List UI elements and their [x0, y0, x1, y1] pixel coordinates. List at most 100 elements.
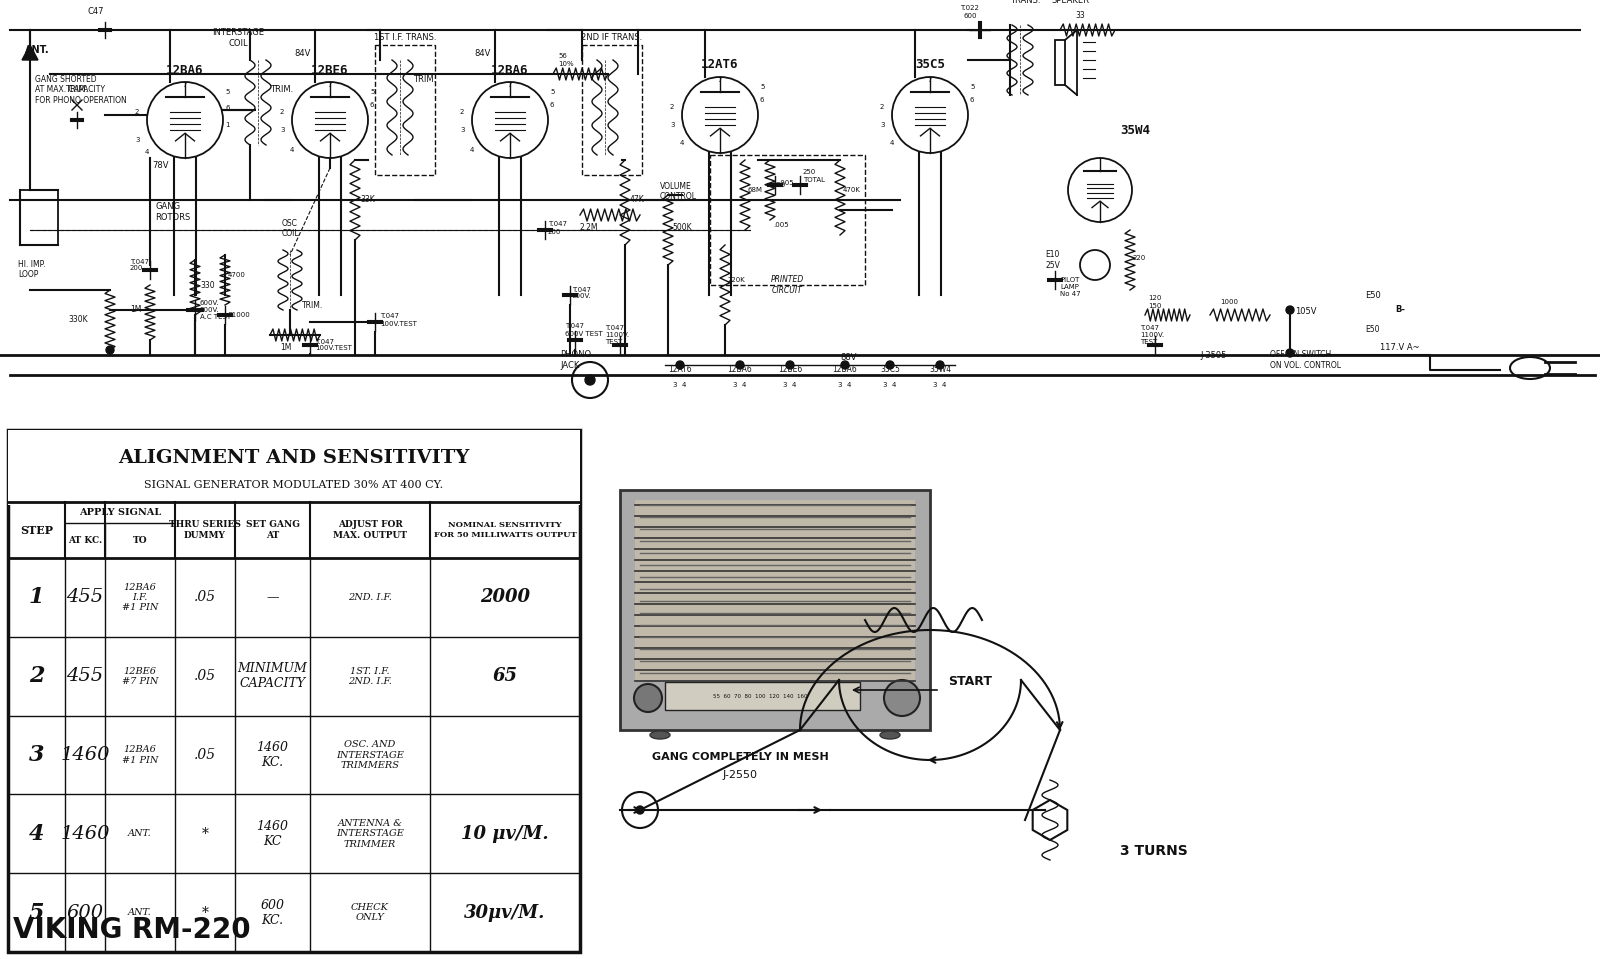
- Text: 12BE6
#7 PIN: 12BE6 #7 PIN: [122, 667, 158, 686]
- Text: 12BA6: 12BA6: [728, 365, 752, 375]
- Text: T.047
200: T.047 200: [547, 222, 566, 235]
- Text: SET GANG
AT: SET GANG AT: [245, 521, 299, 540]
- Text: T.047
600V.: T.047 600V.: [573, 287, 592, 299]
- Text: 1460
KC.: 1460 KC.: [256, 741, 288, 769]
- Text: —: —: [266, 591, 278, 604]
- Text: E50: E50: [1365, 291, 1381, 299]
- Text: VIKING RM-220: VIKING RM-220: [13, 916, 251, 944]
- Text: 220K: 220K: [728, 277, 746, 283]
- Text: 7: 7: [328, 82, 333, 88]
- Text: ANT.: ANT.: [128, 830, 152, 838]
- Text: INTERSTAGE
COIL: INTERSTAGE COIL: [211, 29, 264, 48]
- Text: 84V: 84V: [474, 50, 490, 58]
- Circle shape: [936, 361, 944, 369]
- Text: TRIM.: TRIM.: [302, 300, 323, 310]
- Text: 47K: 47K: [630, 196, 645, 204]
- Circle shape: [637, 806, 643, 814]
- Text: 1460: 1460: [61, 746, 110, 764]
- Text: 30μv/M.: 30μv/M.: [464, 903, 546, 922]
- Text: GANG SHORTED
AT MAX. CAPACITY
FOR PHONO OPERATION: GANG SHORTED AT MAX. CAPACITY FOR PHONO …: [35, 75, 126, 105]
- Text: T.047
100V.TEST: T.047 100V.TEST: [315, 339, 352, 352]
- Text: T.022
600: T.022 600: [960, 6, 979, 18]
- Text: 2: 2: [880, 104, 885, 110]
- Text: 470K: 470K: [843, 187, 861, 193]
- Text: 6: 6: [970, 97, 974, 103]
- Text: 35W4: 35W4: [930, 365, 950, 375]
- Text: 55  60  70  80  100  120  140  160: 55 60 70 80 100 120 140 160: [712, 693, 808, 698]
- Circle shape: [886, 361, 894, 369]
- Text: 56
10%: 56 10%: [558, 54, 574, 66]
- Text: GANG COMPLETELY IN MESH: GANG COMPLETELY IN MESH: [651, 752, 829, 762]
- Text: 78V: 78V: [152, 161, 168, 171]
- Text: PILOT
LAMP
No 47: PILOT LAMP No 47: [1059, 277, 1080, 297]
- Text: ANTENNA &
INTERSTAGE
TRIMMER: ANTENNA & INTERSTAGE TRIMMER: [336, 819, 403, 849]
- Text: ANT.: ANT.: [26, 45, 50, 55]
- Text: 3: 3: [782, 382, 787, 388]
- Text: 4: 4: [470, 147, 474, 153]
- Text: 2: 2: [134, 109, 139, 115]
- Text: 12BE6: 12BE6: [778, 365, 802, 375]
- Text: 1000: 1000: [1221, 299, 1238, 305]
- Text: 6: 6: [370, 102, 374, 108]
- Text: OSC. AND
INTERSTAGE
TRIMMERS: OSC. AND INTERSTAGE TRIMMERS: [336, 740, 403, 770]
- Text: 1ST. I.F.
2ND. I.F.: 1ST. I.F. 2ND. I.F.: [349, 667, 392, 686]
- Text: 105V: 105V: [1294, 308, 1317, 316]
- FancyBboxPatch shape: [621, 490, 930, 730]
- Text: 220: 220: [773, 182, 786, 188]
- Circle shape: [106, 346, 114, 354]
- FancyBboxPatch shape: [8, 430, 579, 952]
- Text: PM
SPEAKER: PM SPEAKER: [1051, 0, 1090, 5]
- Text: B-: B-: [1395, 306, 1405, 315]
- Circle shape: [883, 680, 920, 716]
- Text: .005: .005: [778, 180, 794, 186]
- Text: 7: 7: [718, 77, 722, 83]
- Text: 6: 6: [226, 105, 229, 111]
- Text: 6: 6: [760, 97, 765, 103]
- Text: PRINTED
CIRCUIT: PRINTED CIRCUIT: [770, 275, 803, 294]
- Text: 4: 4: [680, 140, 685, 146]
- Text: T.047
200: T.047 200: [130, 259, 149, 271]
- Text: GANG
ROTORS: GANG ROTORS: [155, 202, 190, 222]
- Text: C47: C47: [88, 8, 104, 16]
- Text: 4: 4: [792, 382, 797, 388]
- Text: *: *: [202, 905, 208, 920]
- Text: 68M: 68M: [749, 187, 763, 193]
- Text: 330: 330: [200, 280, 214, 290]
- Text: 10 μv/M.: 10 μv/M.: [461, 825, 549, 843]
- Text: 455: 455: [67, 667, 104, 685]
- Text: J-2550: J-2550: [723, 770, 757, 780]
- Ellipse shape: [880, 731, 899, 739]
- Text: 2ND. I.F.: 2ND. I.F.: [349, 593, 392, 602]
- Text: 4: 4: [742, 382, 746, 388]
- Text: 3: 3: [280, 127, 285, 133]
- Text: 250
TOTAL: 250 TOTAL: [803, 170, 826, 182]
- Text: 4700: 4700: [229, 272, 246, 278]
- Text: PHONO
JACK: PHONO JACK: [560, 350, 590, 370]
- Text: TRIM.: TRIM.: [413, 76, 437, 84]
- Text: 220: 220: [1133, 255, 1146, 261]
- FancyBboxPatch shape: [666, 682, 861, 710]
- Text: 3: 3: [880, 122, 885, 128]
- Text: OUTPUT
TRANS.: OUTPUT TRANS.: [1008, 0, 1042, 5]
- Text: 1460: 1460: [61, 825, 110, 843]
- Text: 12BA6
I.F.
#1 PIN: 12BA6 I.F. #1 PIN: [122, 582, 158, 612]
- Text: 4: 4: [890, 140, 894, 146]
- Circle shape: [1286, 306, 1294, 314]
- Text: 12AT6: 12AT6: [701, 58, 739, 72]
- Text: 3: 3: [134, 137, 139, 143]
- Text: 12BA6
#1 PIN: 12BA6 #1 PIN: [122, 745, 158, 764]
- Text: ANT.: ANT.: [128, 908, 152, 917]
- Circle shape: [586, 375, 595, 385]
- Text: 3: 3: [670, 122, 675, 128]
- Bar: [1054, 40, 1066, 85]
- Text: E10
25V: E10 25V: [1045, 250, 1059, 269]
- Text: 3 TURNS: 3 TURNS: [1120, 844, 1187, 858]
- Text: 1460
KC: 1460 KC: [256, 820, 288, 848]
- Text: .005: .005: [773, 222, 789, 228]
- Text: THRU SERIES
DUMMY: THRU SERIES DUMMY: [170, 521, 242, 540]
- Circle shape: [736, 361, 744, 369]
- Text: 7: 7: [507, 82, 512, 88]
- FancyBboxPatch shape: [635, 500, 915, 680]
- Text: 12BA6: 12BA6: [832, 365, 858, 375]
- Text: C1000: C1000: [229, 312, 251, 318]
